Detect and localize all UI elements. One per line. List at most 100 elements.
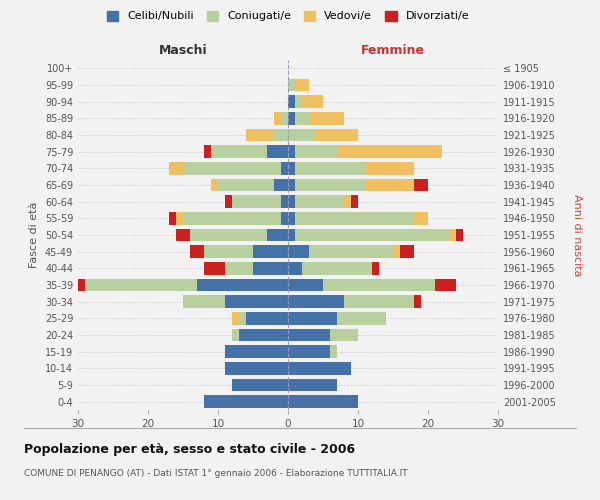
Bar xyxy=(372,262,379,274)
Bar xyxy=(204,262,225,274)
Bar xyxy=(414,179,428,192)
Bar xyxy=(288,212,295,224)
Bar xyxy=(295,212,414,224)
Bar xyxy=(274,112,281,124)
Bar xyxy=(204,396,288,408)
Bar xyxy=(274,129,288,141)
Bar xyxy=(295,196,344,208)
Bar xyxy=(288,79,295,92)
Bar xyxy=(225,262,253,274)
Bar xyxy=(309,112,344,124)
Bar xyxy=(295,229,449,241)
Bar xyxy=(232,379,288,391)
Bar xyxy=(183,212,281,224)
Bar xyxy=(239,312,246,324)
Bar xyxy=(449,229,456,241)
Bar xyxy=(288,162,295,174)
Bar xyxy=(295,179,365,192)
Bar xyxy=(295,146,337,158)
Bar xyxy=(183,162,281,174)
Bar xyxy=(267,146,288,158)
Bar xyxy=(288,229,295,241)
Bar xyxy=(225,346,288,358)
Bar xyxy=(78,279,85,291)
Bar xyxy=(232,312,239,324)
Bar xyxy=(330,329,358,341)
Bar xyxy=(302,262,372,274)
Bar xyxy=(295,79,309,92)
Text: COMUNE DI PENANGO (AT) - Dati ISTAT 1° gennaio 2006 - Elaborazione TUTTITALIA.IT: COMUNE DI PENANGO (AT) - Dati ISTAT 1° g… xyxy=(24,469,407,478)
Legend: Celibi/Nubili, Coniugati/e, Vedovi/e, Divorziati/e: Celibi/Nubili, Coniugati/e, Vedovi/e, Di… xyxy=(107,10,469,22)
Bar xyxy=(456,229,463,241)
Bar xyxy=(302,96,323,108)
Bar xyxy=(393,246,400,258)
Bar xyxy=(246,312,288,324)
Bar xyxy=(288,279,323,291)
Bar xyxy=(225,296,288,308)
Bar xyxy=(218,179,274,192)
Bar xyxy=(337,312,386,324)
Bar xyxy=(281,112,288,124)
Bar xyxy=(246,129,274,141)
Bar xyxy=(253,262,288,274)
Bar xyxy=(337,146,442,158)
Bar xyxy=(295,112,309,124)
Y-axis label: Anni di nascita: Anni di nascita xyxy=(572,194,583,276)
Bar xyxy=(85,279,197,291)
Text: Popolazione per età, sesso e stato civile - 2006: Popolazione per età, sesso e stato civil… xyxy=(24,442,355,456)
Bar xyxy=(309,246,393,258)
Bar xyxy=(225,362,288,374)
Bar xyxy=(365,162,414,174)
Bar xyxy=(190,246,204,258)
Bar xyxy=(316,129,358,141)
Bar xyxy=(330,346,337,358)
Y-axis label: Fasce di età: Fasce di età xyxy=(29,202,39,268)
Bar xyxy=(365,179,414,192)
Bar xyxy=(211,179,218,192)
Bar xyxy=(414,212,428,224)
Bar xyxy=(344,296,414,308)
Bar xyxy=(414,296,421,308)
Bar xyxy=(288,346,330,358)
Bar xyxy=(288,362,351,374)
Bar xyxy=(288,129,316,141)
Bar xyxy=(323,279,435,291)
Bar xyxy=(281,196,288,208)
Bar xyxy=(176,212,183,224)
Bar xyxy=(295,162,365,174)
Bar xyxy=(281,212,288,224)
Bar xyxy=(288,246,309,258)
Bar xyxy=(288,312,337,324)
Bar xyxy=(400,246,414,258)
Bar xyxy=(344,196,351,208)
Bar xyxy=(169,212,176,224)
Bar xyxy=(267,229,288,241)
Bar xyxy=(288,179,295,192)
Bar xyxy=(288,262,302,274)
Bar xyxy=(183,296,225,308)
Bar xyxy=(253,246,288,258)
Bar xyxy=(274,179,288,192)
Bar xyxy=(288,146,295,158)
Bar xyxy=(190,229,267,241)
Bar xyxy=(351,196,358,208)
Bar xyxy=(204,246,253,258)
Bar xyxy=(176,229,190,241)
Bar xyxy=(197,279,288,291)
Bar xyxy=(204,146,211,158)
Bar xyxy=(295,96,302,108)
Bar xyxy=(239,329,288,341)
Text: Maschi: Maschi xyxy=(158,44,208,57)
Bar xyxy=(225,196,232,208)
Text: Femmine: Femmine xyxy=(361,44,425,57)
Bar xyxy=(288,329,330,341)
Bar xyxy=(232,329,239,341)
Bar xyxy=(281,162,288,174)
Bar xyxy=(288,379,337,391)
Bar xyxy=(435,279,456,291)
Bar xyxy=(288,396,358,408)
Bar xyxy=(288,296,344,308)
Bar xyxy=(232,196,281,208)
Bar xyxy=(169,162,183,174)
Bar xyxy=(288,112,295,124)
